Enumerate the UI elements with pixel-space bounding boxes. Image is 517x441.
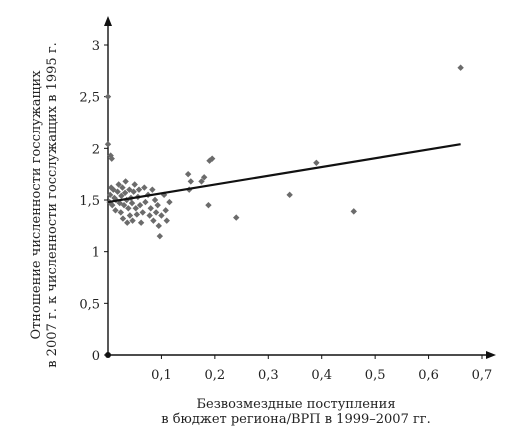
data-point <box>109 201 116 209</box>
data-point <box>104 141 112 148</box>
data-point <box>141 184 148 191</box>
y-tick-label: 3 <box>92 39 100 54</box>
data-point <box>350 208 357 215</box>
data-point <box>205 201 212 209</box>
data-point <box>131 181 138 188</box>
data-point <box>149 186 156 193</box>
data-point <box>118 192 125 200</box>
data-point <box>128 199 136 207</box>
data-point <box>187 178 195 185</box>
data-point <box>200 174 208 181</box>
data-point <box>104 93 112 100</box>
data-point <box>155 222 162 230</box>
data-point <box>124 219 131 226</box>
data-point <box>151 196 159 204</box>
x-tick-label: 0,3 <box>258 368 279 383</box>
y-tick-label: 0 <box>92 349 100 364</box>
data-point <box>233 214 240 221</box>
data-point <box>125 205 132 212</box>
y-tick-label: 2,5 <box>79 91 100 106</box>
data-point <box>156 232 164 240</box>
data-point <box>114 188 121 195</box>
data-point <box>206 157 213 164</box>
x-tick-label: 0,7 <box>472 368 493 383</box>
data-point <box>106 191 114 199</box>
data-point <box>135 186 143 193</box>
data-point <box>158 212 165 219</box>
data-point <box>152 209 160 216</box>
data-point <box>184 170 192 178</box>
data-point <box>130 188 137 195</box>
x-tick-label: 0,2 <box>205 368 226 383</box>
y-axis-title-line-1: Отношение численности госслужащих <box>29 70 44 340</box>
x-tick-label: 0,5 <box>365 368 386 383</box>
data-point <box>112 207 119 214</box>
data-point <box>133 211 141 218</box>
y-tick-label: 1 <box>92 246 100 261</box>
data-point <box>313 159 320 166</box>
x-axis-arrow <box>486 351 496 359</box>
y-tick-label: 1,5 <box>79 194 100 209</box>
data-point <box>208 155 216 162</box>
x-axis-title-line-2: в бюджет региона/ВРП в 1999–2007 гг. <box>161 412 430 427</box>
data-point <box>154 201 161 209</box>
data-point <box>139 209 146 216</box>
data-point <box>119 184 126 191</box>
data-point <box>146 212 153 219</box>
data-point <box>119 215 127 222</box>
trend-line <box>107 143 461 204</box>
data-point <box>457 64 464 71</box>
y-tick-label: 2 <box>92 142 100 157</box>
y-axis-arrow <box>104 16 112 26</box>
data-point <box>150 217 157 224</box>
data-point <box>108 155 115 162</box>
data-point <box>137 219 145 226</box>
x-axis-title: Безвозмездные поступления в бюджет регио… <box>161 397 430 427</box>
data-point <box>121 189 129 196</box>
x-tick-label: 0,4 <box>311 368 332 383</box>
x-axis-title-line-1: Безвозмездные поступления <box>196 397 395 412</box>
data-point <box>136 201 144 209</box>
data-point <box>147 205 154 212</box>
data-point <box>115 181 122 188</box>
data-point <box>120 201 128 209</box>
data-point <box>117 209 125 216</box>
data-point <box>129 217 136 224</box>
data-point <box>122 178 129 185</box>
data-point <box>166 198 173 206</box>
y-axis-title-line-2: в 2007 г. к численности госслужащих в 19… <box>45 42 60 368</box>
data-point <box>132 205 139 212</box>
x-tick-label: 0,6 <box>418 368 439 383</box>
data-point <box>162 207 169 214</box>
data-point <box>163 217 170 224</box>
x-tick-label: 0,1 <box>151 368 172 383</box>
data-point <box>142 198 149 206</box>
data-point <box>198 178 205 185</box>
y-tick-label: 0,5 <box>79 297 100 312</box>
data-point <box>286 191 293 199</box>
y-axis-title: Отношение численности госслужащих в 2007… <box>29 42 60 368</box>
data-point <box>126 212 134 219</box>
